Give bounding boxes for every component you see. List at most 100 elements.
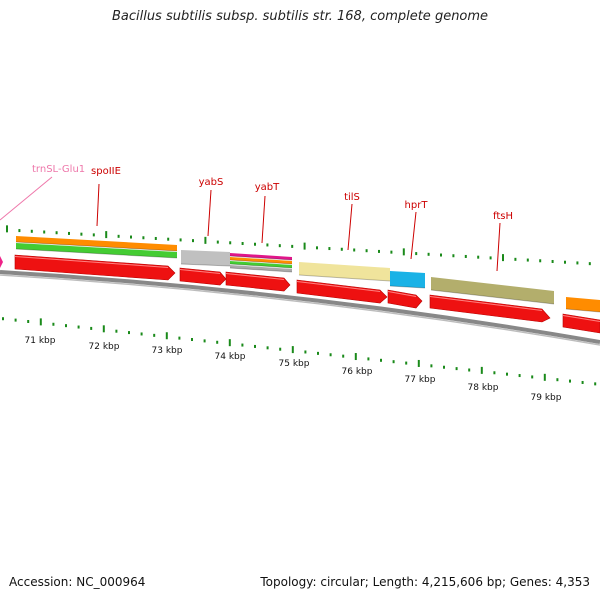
cds-arrow-highlight <box>296 281 381 292</box>
feature-bar-cyan <box>390 271 425 288</box>
feature-track <box>0 236 600 334</box>
lower-tick <box>178 336 181 340</box>
genome-backbone <box>0 270 600 344</box>
kbp-label: 72 kbp <box>89 342 120 352</box>
topology-summary: Topology: circular; Length: 4,215,606 bp… <box>260 575 590 589</box>
upper-tick <box>43 230 46 234</box>
upper-tick <box>340 247 343 251</box>
upper-tick <box>378 249 380 253</box>
cds-arrow <box>179 267 227 286</box>
feature-bar-orange <box>566 297 600 312</box>
cds-arrow <box>387 289 423 309</box>
feature-bar-shadow <box>15 248 178 259</box>
lower-tick <box>102 325 105 333</box>
lower-tick <box>581 380 584 384</box>
kbp-label: 74 kbp <box>215 352 246 362</box>
kbp-label: 73 kbp <box>152 346 183 356</box>
upper-tick <box>278 244 281 248</box>
feature-bar-magenta <box>230 253 292 260</box>
cds-arrow <box>562 313 600 334</box>
lower-tick <box>153 333 156 337</box>
lower-tick <box>443 365 445 369</box>
cds-arrow-highlight <box>429 296 543 311</box>
upper-tick <box>452 254 455 258</box>
feature-bar-shadow <box>229 267 293 273</box>
lower-tick <box>140 332 143 336</box>
gene-labels: trnSL-Glu1 spoIIE yabS yabT tilS hprT ftsH <box>32 164 513 222</box>
lower-tick <box>354 353 357 361</box>
upper-tick <box>254 242 256 246</box>
feature-bar-shadow <box>229 263 293 269</box>
lower-tick <box>266 346 269 350</box>
upper-tick <box>30 229 33 233</box>
gene-label-ftsh: ftsH <box>493 211 513 222</box>
feature-bar-shadow <box>229 255 293 261</box>
upper-tick-row <box>6 225 591 266</box>
upper-tick <box>241 242 244 246</box>
genome-backbone-shadow <box>0 274 600 346</box>
upper-tick <box>316 246 318 250</box>
lower-tick <box>405 361 408 365</box>
upper-tick <box>229 241 232 245</box>
upper-tick <box>328 247 331 251</box>
lower-tick <box>543 373 546 381</box>
lower-tick <box>191 338 193 342</box>
upper-tick <box>365 249 368 253</box>
upper-tick <box>303 242 306 250</box>
feature-bar-green <box>16 243 177 258</box>
upper-tick <box>179 238 182 242</box>
cds-arrow <box>225 271 291 292</box>
feature-bar-shadow <box>15 241 178 252</box>
upper-tick <box>502 254 504 262</box>
lower-tick <box>506 372 508 376</box>
lower-tick <box>518 374 521 378</box>
lower-tick <box>468 368 471 372</box>
upper-tick <box>526 258 529 262</box>
upper-tick <box>266 243 269 247</box>
feature-bar-shadow <box>389 285 426 289</box>
label-pointer-line <box>261 195 266 244</box>
feature-bar-orange <box>230 257 292 264</box>
feature-bar-green <box>230 261 292 268</box>
upper-tick <box>130 235 132 239</box>
upper-tick <box>117 234 120 238</box>
cds-arrow-highlight <box>387 291 417 297</box>
upper-tick <box>539 259 542 263</box>
feature-bar-olive <box>431 277 554 304</box>
cds-arrow-highlight <box>225 273 285 280</box>
lower-tick <box>279 347 282 351</box>
upper-tick <box>192 239 194 243</box>
upper-tick <box>564 260 566 264</box>
lower-tick <box>254 344 256 348</box>
kbp-label: 75 kbp <box>279 359 310 369</box>
upper-tick <box>427 252 430 256</box>
upper-tick <box>477 255 480 259</box>
lower-tick-row <box>2 317 597 386</box>
lower-tick <box>367 357 370 361</box>
upper-tick <box>440 253 442 257</box>
cds-arrow <box>296 279 388 304</box>
feature-bar-grey <box>181 250 230 266</box>
gene-label-trnsl-glu1: trnSL-Glu1 <box>32 164 85 175</box>
feature-bar-shadow <box>430 289 555 305</box>
upper-tick <box>154 236 157 240</box>
kbp-label: 76 kbp <box>342 367 373 377</box>
lower-tick <box>228 339 231 347</box>
cds-arrow-fragment <box>0 256 3 268</box>
kbp-scale-labels: 71 kbp 72 kbp 73 kbp 74 kbp 75 kbp 76 kbp 77 k… <box>25 336 562 403</box>
lower-tick <box>480 366 483 374</box>
kbp-label: 78 kbp <box>468 383 499 393</box>
label-pointer-line <box>207 189 212 237</box>
lower-tick <box>65 324 67 328</box>
cds-arrow-highlight <box>14 256 169 268</box>
upper-tick <box>291 244 294 248</box>
upper-tick <box>402 248 405 256</box>
lower-tick <box>165 332 168 340</box>
genome-title: Bacillus subtilis subsp. subtilis str. 1… <box>111 9 489 24</box>
feature-bar-grey <box>230 265 292 272</box>
lower-tick <box>430 364 433 368</box>
accession-text: Accession: NC_000964 <box>9 575 146 589</box>
upper-tick <box>92 233 95 237</box>
lower-tick <box>380 358 382 362</box>
lower-tick <box>493 371 496 375</box>
